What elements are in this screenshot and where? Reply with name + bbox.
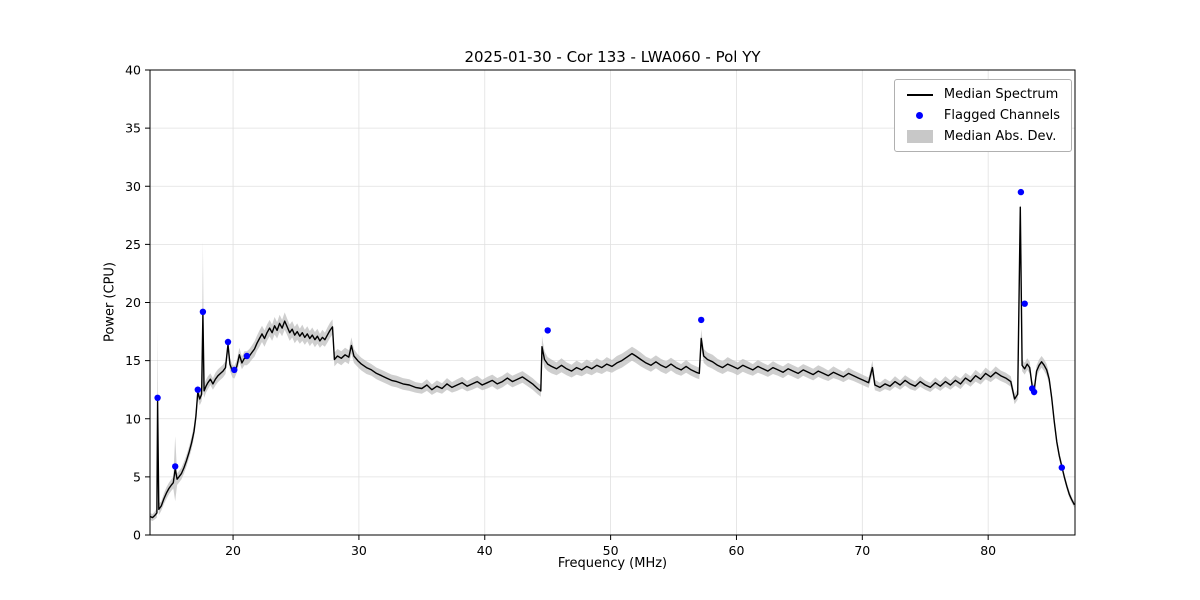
y-tick-label: 20 bbox=[125, 295, 141, 310]
x-tick-label: 60 bbox=[729, 543, 745, 558]
legend: Median Spectrum Flagged Channels Median … bbox=[893, 79, 1072, 152]
flagged-channel-dot bbox=[1017, 188, 1025, 196]
y-tick-label: 10 bbox=[125, 411, 141, 426]
legend-entry-median-abs-dev: Median Abs. Dev. bbox=[906, 129, 1060, 144]
flagged-channel-dot bbox=[1021, 300, 1028, 307]
flagged-channel-dot bbox=[154, 394, 161, 401]
y-tick-label: 25 bbox=[125, 237, 141, 252]
legend-label: Median Abs. Dev. bbox=[943, 129, 1057, 144]
flagged-channel-dot bbox=[172, 463, 179, 470]
median-spectrum-line bbox=[149, 206, 1076, 519]
flagged-channel-dot bbox=[1030, 388, 1038, 396]
y-axis-label: Power (CPU) bbox=[102, 261, 118, 343]
dot-sample-icon bbox=[906, 109, 934, 123]
flagged-channel-dot bbox=[698, 316, 705, 324]
chart-title: 2025-01-30 - Cor 133 - LWA060 - Pol YY bbox=[464, 48, 761, 66]
mad-band bbox=[150, 199, 1075, 521]
x-tick-label: 80 bbox=[980, 543, 996, 558]
y-tick-label: 30 bbox=[125, 179, 141, 194]
x-tick-label: 40 bbox=[477, 543, 493, 558]
legend-entry-median-spectrum: Median Spectrum bbox=[906, 87, 1060, 102]
flagged-channel-dot bbox=[544, 327, 551, 334]
legend-label: Median Spectrum bbox=[943, 87, 1059, 102]
y-tick-label: 35 bbox=[125, 121, 141, 136]
patch-sample-icon bbox=[906, 130, 934, 144]
x-tick-label: 50 bbox=[603, 543, 619, 558]
y-tick-label: 40 bbox=[125, 63, 141, 78]
x-tick-label: 70 bbox=[854, 543, 870, 558]
flagged-channel-dot bbox=[231, 366, 238, 374]
legend-entry-flagged-channels: Flagged Channels bbox=[906, 108, 1060, 123]
y-tick-label: 15 bbox=[125, 353, 141, 368]
y-tick-label: 0 bbox=[133, 528, 141, 543]
flagged-channel-dot bbox=[243, 352, 251, 360]
flagged-channel-dot bbox=[199, 308, 207, 315]
x-axis-label: Frequency (MHz) bbox=[557, 556, 668, 571]
flagged-channel-dot bbox=[1058, 464, 1066, 471]
flagged-channel-dot bbox=[224, 338, 232, 346]
legend-label: Flagged Channels bbox=[943, 108, 1060, 123]
x-tick-label: 30 bbox=[351, 543, 367, 558]
line-sample-icon bbox=[906, 88, 934, 102]
flagged-channel-dot bbox=[194, 386, 201, 393]
y-tick-label: 5 bbox=[133, 469, 141, 484]
x-tick-label: 20 bbox=[225, 543, 241, 558]
